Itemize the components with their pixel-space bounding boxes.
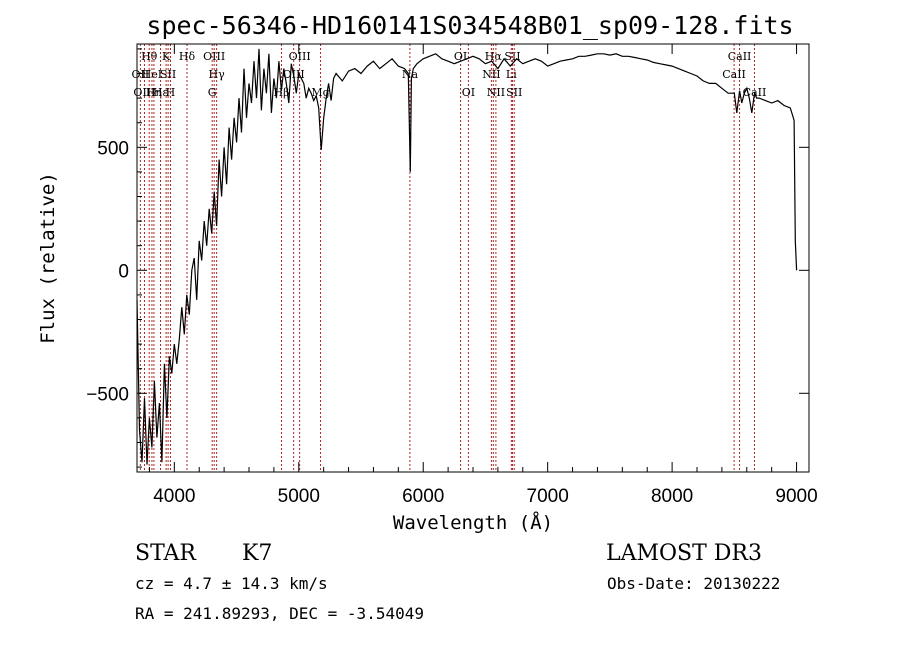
line-marker-label: Hδ [179,50,196,63]
line-marker-label: Hθ [141,50,158,63]
line-marker-label: CaII [722,68,746,81]
line-marker-label: H [166,86,176,99]
y-axis-label: Flux (relative) [37,172,59,344]
line-marker-label: OIII [289,50,311,63]
line-marker-label: Hα [485,50,503,63]
survey-name: LAMOST DR3 [606,541,762,566]
line-marker-label: OIII [203,50,225,63]
line-marker-label: SII [160,68,176,81]
line-marker-label: OIII [133,86,155,99]
line-marker-label: CaII [728,50,752,63]
chart-title: spec-56346-HD160141S034548B01_sp09-128.f… [146,11,793,40]
observation-date: Obs-Date: 20130222 [607,574,780,593]
line-marker-label: Hη [146,86,162,99]
line-marker-label: SII [506,86,522,99]
y-tick-label: −500 [86,384,129,405]
x-tick-label: 6000 [402,486,444,507]
y-tick-label: 500 [97,138,129,159]
x-tick-label: 9000 [775,486,817,507]
line-marker-label: Hγ [209,68,226,81]
ra-dec: RA = 241.89293, DEC = -3.54049 [135,604,424,623]
x-tick-label: 4000 [153,486,195,507]
line-marker-label: G [208,86,217,99]
redshift-cz: cz = 4.7 ± 14.3 km/s [135,574,328,593]
line-marker-label: Na [402,68,419,81]
x-tick-label: 7000 [527,486,569,507]
y-tick-label: 0 [118,261,129,282]
line-marker-label: NII [482,68,500,81]
flux-series-line [136,48,798,465]
line-marker-label: Li [506,68,517,81]
line-marker-label: Hε [153,86,169,99]
x-axis-label: Wavelength (Å) [393,511,553,534]
x-tick-label: 5000 [278,486,320,507]
line-marker-label: HeI [142,68,162,81]
object-subclass: K7 [242,541,272,566]
object-class: STAR [135,541,197,566]
axis-ticks: 4000 5000 6000 7000 8000 9000 −500 0 500 [86,44,818,507]
line-marker-label: NII [487,86,505,99]
line-marker-label: K [162,50,171,63]
x-tick-label: 8000 [651,486,693,507]
line-marker-label: OI [462,86,475,99]
plot-frame [136,43,810,473]
